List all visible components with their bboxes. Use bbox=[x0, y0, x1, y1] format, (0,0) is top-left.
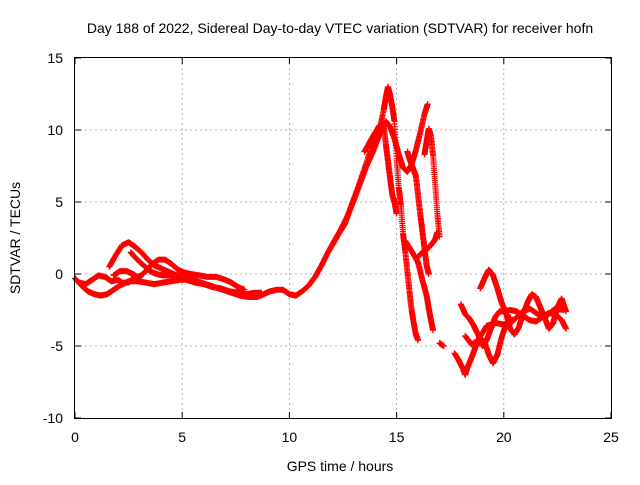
x-tick-label: 5 bbox=[178, 429, 186, 445]
data-point-markers bbox=[110, 256, 248, 293]
data-trace bbox=[402, 237, 436, 334]
data-point-markers bbox=[415, 229, 441, 260]
grid-layer bbox=[75, 58, 611, 418]
data-trace bbox=[361, 83, 421, 344]
data-trace bbox=[329, 121, 400, 249]
data-point-markers bbox=[127, 249, 196, 282]
x-tick-label: 0 bbox=[71, 429, 79, 445]
tick-layer: 0 5 10 15 20 25 -10 -5 0 5 10 15 bbox=[43, 50, 619, 445]
data-trace bbox=[76, 272, 136, 288]
x-tick-label: 25 bbox=[603, 429, 619, 445]
data-point-markers bbox=[436, 340, 447, 349]
data-point-markers bbox=[361, 83, 421, 344]
data-trace bbox=[404, 148, 432, 277]
data-point-markers bbox=[462, 305, 567, 348]
y-tick-label: 10 bbox=[47, 122, 63, 138]
data-point-markers bbox=[421, 125, 443, 240]
data-trace bbox=[462, 305, 567, 348]
y-tick-label: -5 bbox=[51, 338, 64, 354]
y-axis-label: SDTVAR / TECUs bbox=[7, 182, 23, 294]
data-trace bbox=[110, 256, 248, 293]
x-tick-label: 20 bbox=[496, 429, 512, 445]
plot-frame bbox=[74, 57, 612, 419]
data-trace bbox=[127, 249, 196, 282]
x-tick-label: 10 bbox=[282, 429, 298, 445]
x-tick-label: 15 bbox=[389, 429, 405, 445]
data-trace bbox=[421, 125, 443, 240]
data-trace bbox=[436, 340, 447, 349]
y-tick-label: 15 bbox=[47, 50, 63, 66]
chart-title: Day 188 of 2022, Sidereal Day-to-day VTE… bbox=[87, 20, 593, 36]
data-point-markers bbox=[329, 121, 400, 249]
data-point-markers bbox=[402, 237, 436, 334]
y-tick-label: 5 bbox=[55, 194, 63, 210]
y-tick-label: 0 bbox=[55, 266, 63, 282]
data-layer bbox=[72, 83, 569, 378]
data-trace bbox=[415, 229, 441, 260]
x-axis-label: GPS time / hours bbox=[287, 458, 394, 474]
data-point-markers bbox=[404, 148, 432, 277]
data-point-markers bbox=[76, 272, 136, 288]
y-tick-label: -10 bbox=[43, 410, 63, 426]
